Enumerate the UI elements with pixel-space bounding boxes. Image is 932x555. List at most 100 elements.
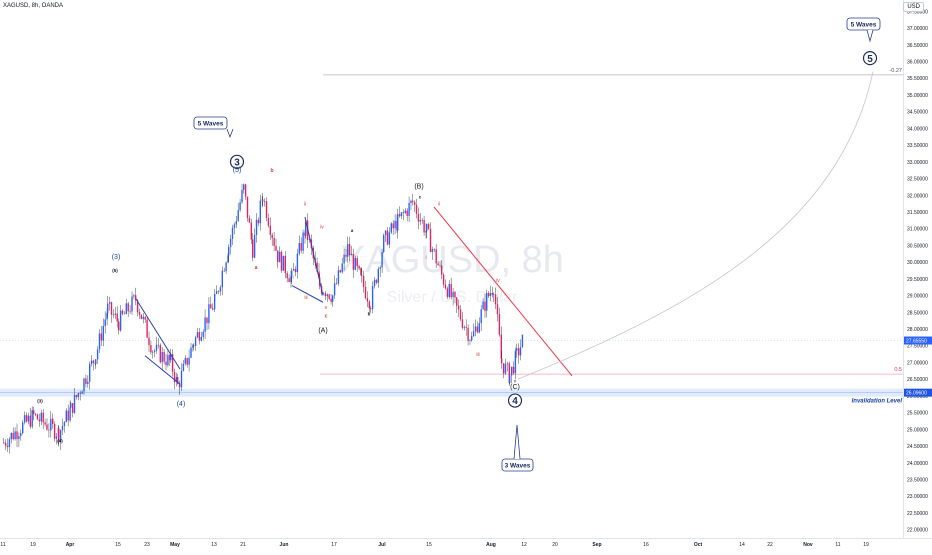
- wave-labels-layer: 5 Waves 5 Waves 3 Waves 3 4 5 (3) (4) (5) (A) (B) (…: [37, 17, 881, 472]
- candle-body: [263, 201, 266, 202]
- candle-body: [454, 291, 456, 298]
- resistance-trendline: [433, 206, 573, 377]
- candle-body: [501, 358, 503, 364]
- candle-body: [186, 358, 188, 365]
- candle-body: [102, 326, 104, 341]
- y-tick-label: 30.50000: [907, 243, 928, 249]
- y-tick-label: 33.50000: [907, 143, 928, 149]
- candle-body: [27, 415, 30, 422]
- candle-body: [280, 251, 283, 271]
- candle-body: [98, 333, 101, 350]
- candle-body: [6, 445, 9, 448]
- y-tick-label: 28.00000: [907, 327, 928, 333]
- candle-body: [350, 254, 353, 256]
- candle-body: [148, 337, 150, 346]
- wave-label-red-ii: ii: [304, 201, 306, 207]
- candle-body: [337, 270, 340, 284]
- candle-body: [214, 293, 216, 301]
- x-tick-label: 17: [331, 542, 337, 548]
- candle-body: [65, 410, 67, 423]
- candle-body: [493, 294, 495, 295]
- candle-body: [442, 274, 445, 285]
- x-tick-label: 19: [863, 542, 869, 548]
- candle-body: [404, 210, 406, 213]
- candle-body: [95, 359, 97, 365]
- wave-label-red-c: c: [325, 313, 328, 319]
- x-tick-label: Nov: [803, 542, 813, 548]
- y-tick-label: 29.50000: [907, 277, 928, 283]
- callout-wave3-pointer: [226, 128, 234, 139]
- candle-body: [302, 232, 304, 251]
- x-tick-label: 23: [144, 542, 150, 548]
- candle-body: [67, 410, 69, 421]
- invalidation-price-tag: 26.09600: [906, 391, 927, 397]
- invalidation-label: Invalidation Level: [852, 399, 903, 405]
- wave-label-small-4: (4): [57, 439, 63, 444]
- candle-body: [269, 225, 271, 235]
- candle-body: [305, 220, 307, 236]
- candle-body: [108, 302, 111, 304]
- candle-body: [465, 326, 467, 328]
- callout-wave4: 3 Waves: [505, 463, 531, 470]
- candle-body: [136, 300, 139, 313]
- candle-body: [421, 220, 423, 221]
- x-tick-label: 19: [30, 542, 36, 548]
- candle-body: [40, 412, 42, 422]
- candle-body: [171, 353, 174, 372]
- candle-body: [193, 345, 195, 346]
- candle-body: [335, 283, 338, 284]
- candle-body: [138, 312, 141, 315]
- wave-label-circle-4-ring: [507, 393, 523, 408]
- candle-body: [480, 309, 482, 324]
- candle-body: [29, 415, 31, 427]
- candle-body: [69, 407, 71, 421]
- candle-body: [129, 311, 131, 312]
- candle-body: [502, 363, 505, 374]
- x-tick-label: Jul: [378, 542, 386, 548]
- x-tick-label: 11: [0, 542, 5, 548]
- callout-wave5: 5 Waves: [851, 22, 877, 29]
- candle-body: [419, 220, 421, 222]
- watermark-description: Silver / U.S. Dollar: [387, 289, 518, 306]
- x-tick-label: 21: [240, 542, 246, 548]
- candle-body: [265, 201, 268, 219]
- candle-body: [208, 304, 210, 324]
- wave-label-small-5: (5): [112, 268, 118, 273]
- wave-label-black-v: v: [514, 379, 517, 384]
- candle-body: [52, 418, 54, 425]
- candle-body: [291, 270, 293, 277]
- wave-label-circle-5: 5: [867, 54, 873, 65]
- candle-body: [370, 308, 372, 310]
- waveA-wedge-lower-line: [291, 285, 324, 303]
- currency-button[interactable]: USD: [903, 2, 924, 12]
- candle-body: [244, 184, 247, 197]
- candle-body: [324, 293, 327, 297]
- wave-label-paren-A: (A): [318, 327, 327, 334]
- candle-body: [484, 301, 486, 311]
- candle-body: [53, 424, 56, 439]
- candle-body: [390, 223, 392, 233]
- y-tick-label: 26.50000: [907, 377, 928, 383]
- candle-body: [246, 196, 249, 218]
- candle-body: [142, 316, 144, 319]
- drawings-layer: [135, 71, 874, 385]
- candle-body: [221, 270, 223, 288]
- candle-body: [517, 348, 520, 356]
- candle-body: [494, 294, 497, 305]
- candle-body: [437, 263, 439, 266]
- fib-level-label: 0.5: [894, 367, 902, 373]
- candle-body: [144, 316, 146, 320]
- candle-body: [55, 436, 58, 439]
- candle-body: [153, 350, 156, 352]
- candle-body: [235, 221, 237, 225]
- candle-body: [118, 321, 120, 331]
- candle-body: [358, 266, 360, 269]
- candle-body: [476, 326, 479, 333]
- y-tick-label: 25.50000: [907, 411, 928, 417]
- y-tick-label: 23.50000: [907, 477, 928, 483]
- candle-body: [373, 279, 376, 287]
- candle-body: [459, 309, 462, 320]
